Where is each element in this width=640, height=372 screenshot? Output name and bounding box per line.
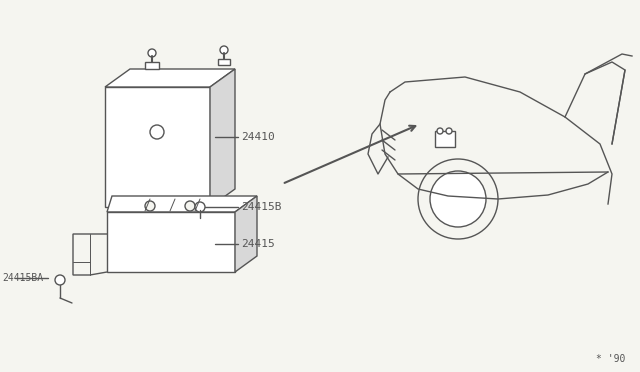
Polygon shape [145, 62, 159, 69]
Circle shape [148, 49, 156, 57]
Circle shape [145, 201, 155, 211]
Circle shape [437, 128, 443, 134]
Circle shape [150, 125, 164, 139]
Text: 24415BA: 24415BA [2, 273, 43, 283]
Circle shape [418, 159, 498, 239]
Polygon shape [435, 131, 455, 147]
Polygon shape [210, 69, 235, 207]
Polygon shape [218, 59, 230, 65]
Polygon shape [105, 69, 235, 87]
Circle shape [55, 275, 65, 285]
Text: 24410: 24410 [241, 132, 275, 142]
Polygon shape [105, 87, 210, 207]
Polygon shape [107, 212, 235, 272]
Circle shape [220, 46, 228, 54]
Text: 24415B: 24415B [241, 202, 282, 212]
Polygon shape [235, 196, 257, 272]
Text: * '90: * '90 [596, 354, 625, 364]
Circle shape [195, 202, 205, 212]
Circle shape [185, 201, 195, 211]
Text: 24415: 24415 [241, 239, 275, 249]
Polygon shape [107, 196, 257, 212]
Circle shape [446, 128, 452, 134]
Circle shape [430, 171, 486, 227]
